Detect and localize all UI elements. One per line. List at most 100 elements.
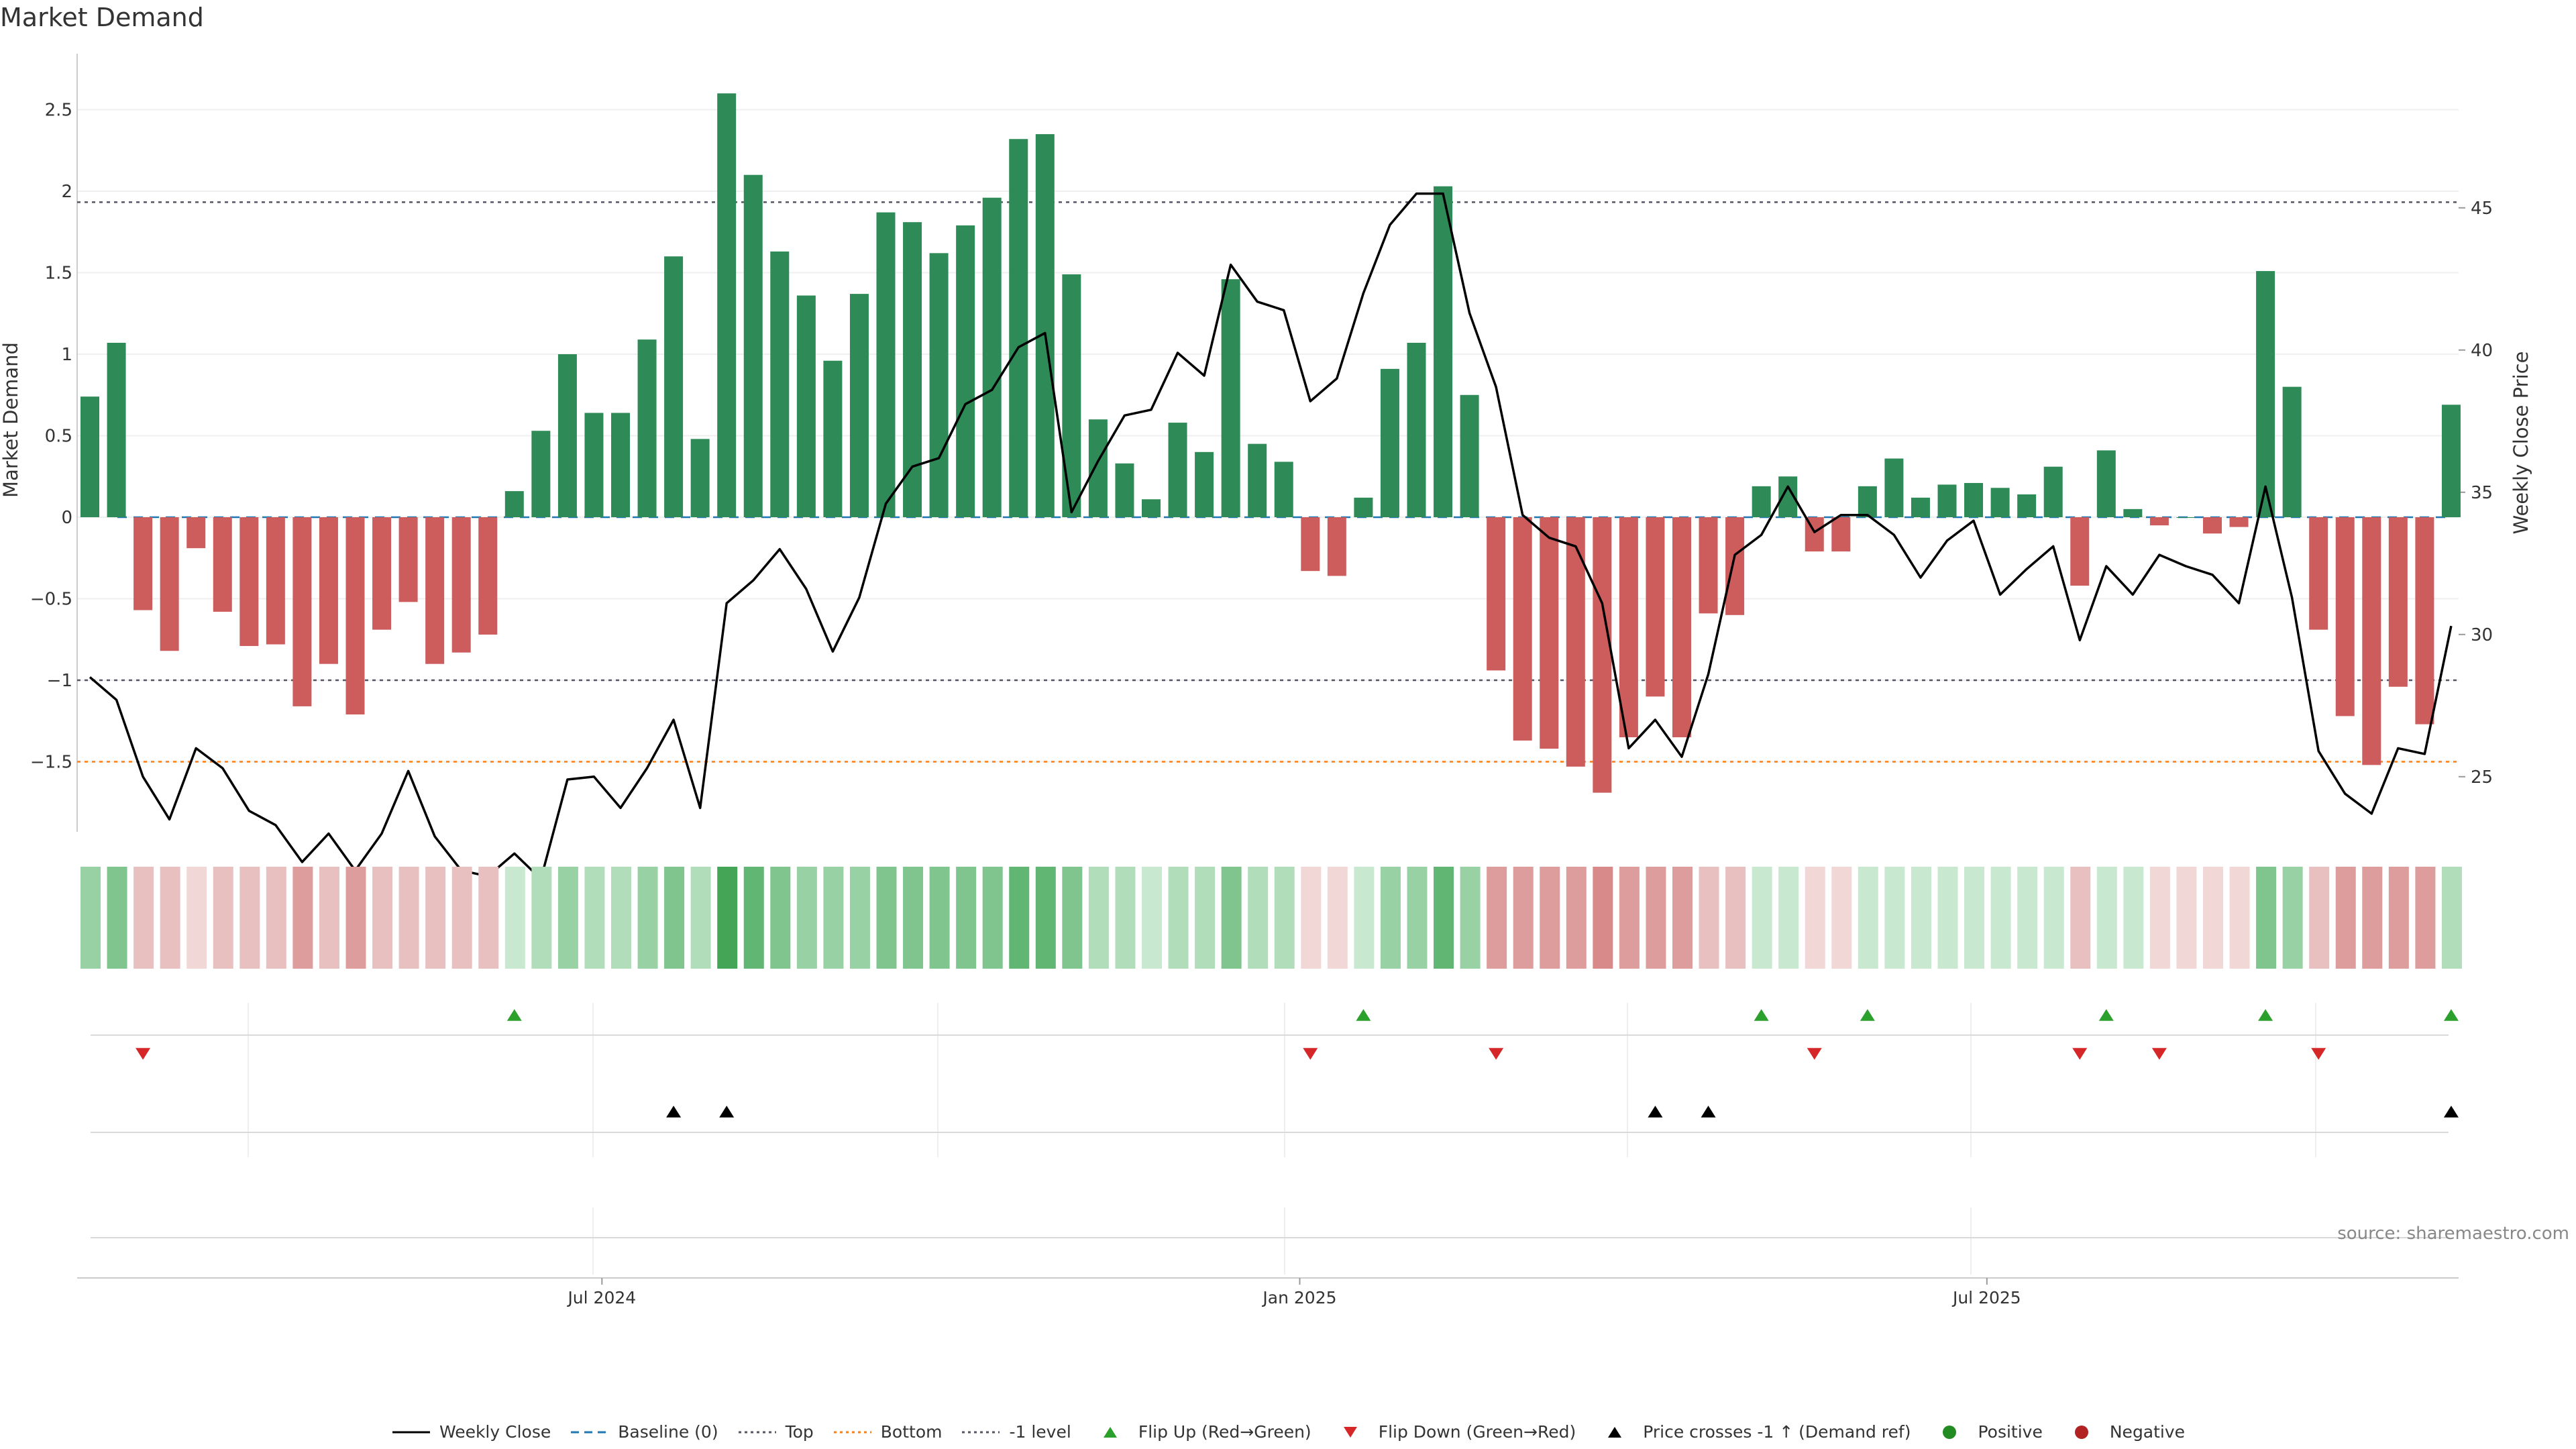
legend-item-dot-gray: Top xyxy=(737,1422,814,1442)
demand-shade-cell xyxy=(531,867,552,969)
demand-shade-cell xyxy=(2176,867,2197,969)
demand-bar xyxy=(213,517,232,612)
demand-shade-cell xyxy=(1990,867,2011,969)
demand-shade-cell xyxy=(1248,867,1269,969)
legend-item-tri-up-green: Flip Up (Red→Green) xyxy=(1090,1422,1311,1442)
demand-shade-cell xyxy=(1434,867,1454,969)
demand-shade-cell xyxy=(1035,867,1056,969)
demand-shade-cell xyxy=(2282,867,2303,969)
demand-shade-cell xyxy=(1911,867,1931,969)
demand-bar xyxy=(849,294,869,517)
legend-label: Price crosses -1 ↑ (Demand ref) xyxy=(1643,1422,1911,1442)
demand-bar xyxy=(611,413,630,517)
right-tick-label: 40 xyxy=(2471,341,2493,361)
demand-shade-cell xyxy=(1407,867,1428,969)
demand-shade-cell xyxy=(1301,867,1322,969)
demand-shade-cell xyxy=(956,867,977,969)
demand-shade-cell xyxy=(1487,867,1507,969)
price-cross-marker xyxy=(1701,1106,1716,1118)
demand-shade-cell xyxy=(982,867,1003,969)
flip-down-marker xyxy=(1489,1048,1504,1060)
demand-bar xyxy=(1593,517,1612,793)
legend-key-tri-up-black-icon xyxy=(1595,1424,1635,1440)
demand-bar xyxy=(1327,517,1346,576)
x-tick-label: Jul 2024 xyxy=(566,1288,636,1307)
legend-key-tri-down-red-icon xyxy=(1330,1424,1371,1440)
demand-bar xyxy=(2096,450,2116,517)
demand-shade-cell xyxy=(1858,867,1878,969)
demand-bar xyxy=(1168,423,1187,517)
demand-bar xyxy=(2149,517,2169,526)
demand-shade-cell xyxy=(425,867,446,969)
demand-shade-cell xyxy=(451,867,472,969)
price-cross-marker xyxy=(666,1106,682,1118)
legend-label: Flip Up (Red→Green) xyxy=(1138,1422,1311,1442)
demand-shade-cell xyxy=(690,867,711,969)
demand-shade-cell xyxy=(1380,867,1401,969)
demand-bar xyxy=(1088,419,1108,517)
demand-shade-cell xyxy=(2335,867,2356,969)
demand-shade-cell xyxy=(1460,867,1481,969)
x-tick-label: Jul 2025 xyxy=(1951,1288,2021,1307)
right-tick-label: 35 xyxy=(2471,483,2493,503)
flip-down-marker xyxy=(1303,1048,1318,1060)
demand-shade-cell xyxy=(717,867,738,969)
demand-bar xyxy=(2309,517,2328,630)
demand-bar xyxy=(1884,458,1904,517)
event-panels xyxy=(91,1009,2459,1238)
legend-key-line-black-icon xyxy=(391,1424,431,1440)
legend-key-dot-gray2-icon xyxy=(961,1424,1001,1440)
demand-shade-cell xyxy=(1009,867,1030,969)
left-axis-title: Market Demand xyxy=(0,342,22,498)
demand-bar xyxy=(2043,466,2063,517)
demand-bar xyxy=(266,517,285,645)
demand-shade-cell xyxy=(611,867,631,969)
demand-bar xyxy=(1513,517,1532,741)
flip-down-marker xyxy=(136,1048,151,1060)
demand-bar xyxy=(2256,271,2275,517)
demand-bar xyxy=(531,431,551,517)
demand-bar xyxy=(1540,517,1559,749)
gridlines xyxy=(77,109,2459,1275)
demand-bar xyxy=(239,517,259,646)
demand-bar xyxy=(637,339,657,517)
left-tick-label: 2.5 xyxy=(45,101,72,121)
demand-shade-cell xyxy=(2203,867,2223,969)
demand-shade-cell xyxy=(1327,867,1348,969)
demand-shade-cell xyxy=(2441,867,2462,969)
x-tick-label: Jan 2025 xyxy=(1261,1288,1336,1307)
price-cross-marker xyxy=(719,1106,735,1118)
demand-bar xyxy=(1699,517,1718,614)
price-cross-marker xyxy=(2443,1106,2459,1118)
demand-shade-cell xyxy=(1274,867,1295,969)
demand-shade-cell xyxy=(1646,867,1666,969)
legend-label: Positive xyxy=(1978,1422,2043,1442)
demand-bar xyxy=(1195,451,1214,517)
legend-key-dot-red-icon xyxy=(2061,1424,2102,1440)
demand-bar xyxy=(1831,517,1851,552)
demand-bar xyxy=(1619,517,1638,738)
demand-shade-cell xyxy=(743,867,764,969)
right-tick-label: 45 xyxy=(2471,199,2493,219)
demand-shade-cell xyxy=(1831,867,1852,969)
legend-key-dot-orange-icon xyxy=(833,1424,873,1440)
flip-up-marker xyxy=(1860,1009,1875,1021)
legend-label: Bottom xyxy=(880,1422,943,1442)
demand-bar xyxy=(743,174,763,517)
demand-bar xyxy=(1274,462,1293,517)
demand-bar xyxy=(1725,517,1745,615)
demand-shade-cell xyxy=(1805,867,1825,969)
left-tick-label: −1 xyxy=(47,671,72,691)
legend-label: Top xyxy=(785,1422,814,1442)
left-tick-label: 1.5 xyxy=(45,264,72,284)
demand-bar xyxy=(478,517,498,635)
demand-shade-cell xyxy=(372,867,393,969)
demand-bar xyxy=(717,93,737,517)
demand-bar xyxy=(903,222,922,517)
demand-bar xyxy=(1566,517,1585,767)
demand-bar xyxy=(1858,486,1877,517)
axis-labels: Market Demand Weekly Close Price xyxy=(0,342,2532,534)
demand-shade-cell xyxy=(1937,867,1958,969)
flip-down-marker xyxy=(2151,1048,2167,1060)
demand-shade-cell xyxy=(1115,867,1136,969)
